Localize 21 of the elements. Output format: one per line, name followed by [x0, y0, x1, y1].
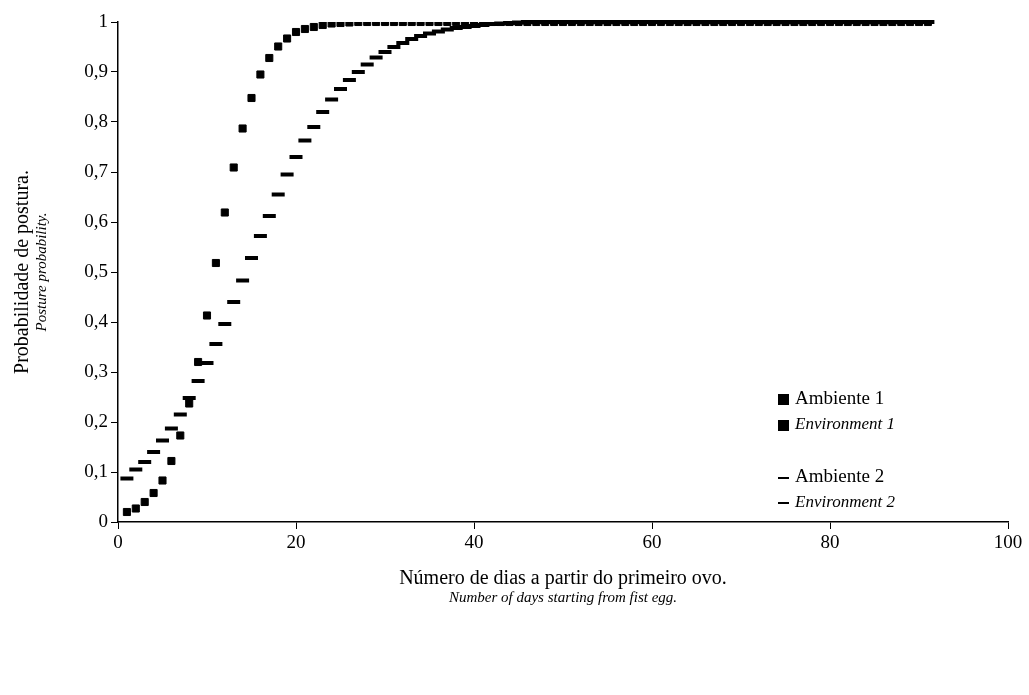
y-tick-label: 0,2 — [84, 409, 108, 431]
legend-label: Ambiente 2 Environment 2 — [795, 465, 895, 511]
x-axis-title: Número de dias a partir do primeiro ovo. Number of days starting from fist egg. — [399, 566, 727, 606]
y-tick-label: 0,4 — [84, 309, 109, 331]
x-tick-label: 0 — [113, 531, 123, 553]
x-tick-label: 20 — [286, 531, 306, 553]
x-tick-label: 40 — [464, 531, 484, 553]
y-tick-label: 0,3 — [84, 359, 108, 381]
y-tick-label: 0,6 — [84, 209, 108, 231]
y-tick-label: 1 — [98, 9, 108, 31]
y-tick-label: 0 — [98, 509, 108, 531]
x-tick-label: 60 — [642, 531, 662, 553]
x-tick-label: 80 — [820, 531, 840, 553]
y-tick-label: 0,1 — [84, 459, 108, 481]
y-tick-label: 0,9 — [84, 59, 108, 81]
y-tick-label: 0,8 — [84, 109, 108, 131]
y-tick-label: 0,5 — [84, 259, 108, 281]
y-tick-label: 0,7 — [84, 159, 108, 181]
x-tick-label: 100 — [993, 531, 1023, 553]
legend-label: Ambiente 1 Environment 1 — [795, 387, 895, 433]
y-axis-title: Probabilidade de postura. Posture probability. — [10, 170, 50, 374]
